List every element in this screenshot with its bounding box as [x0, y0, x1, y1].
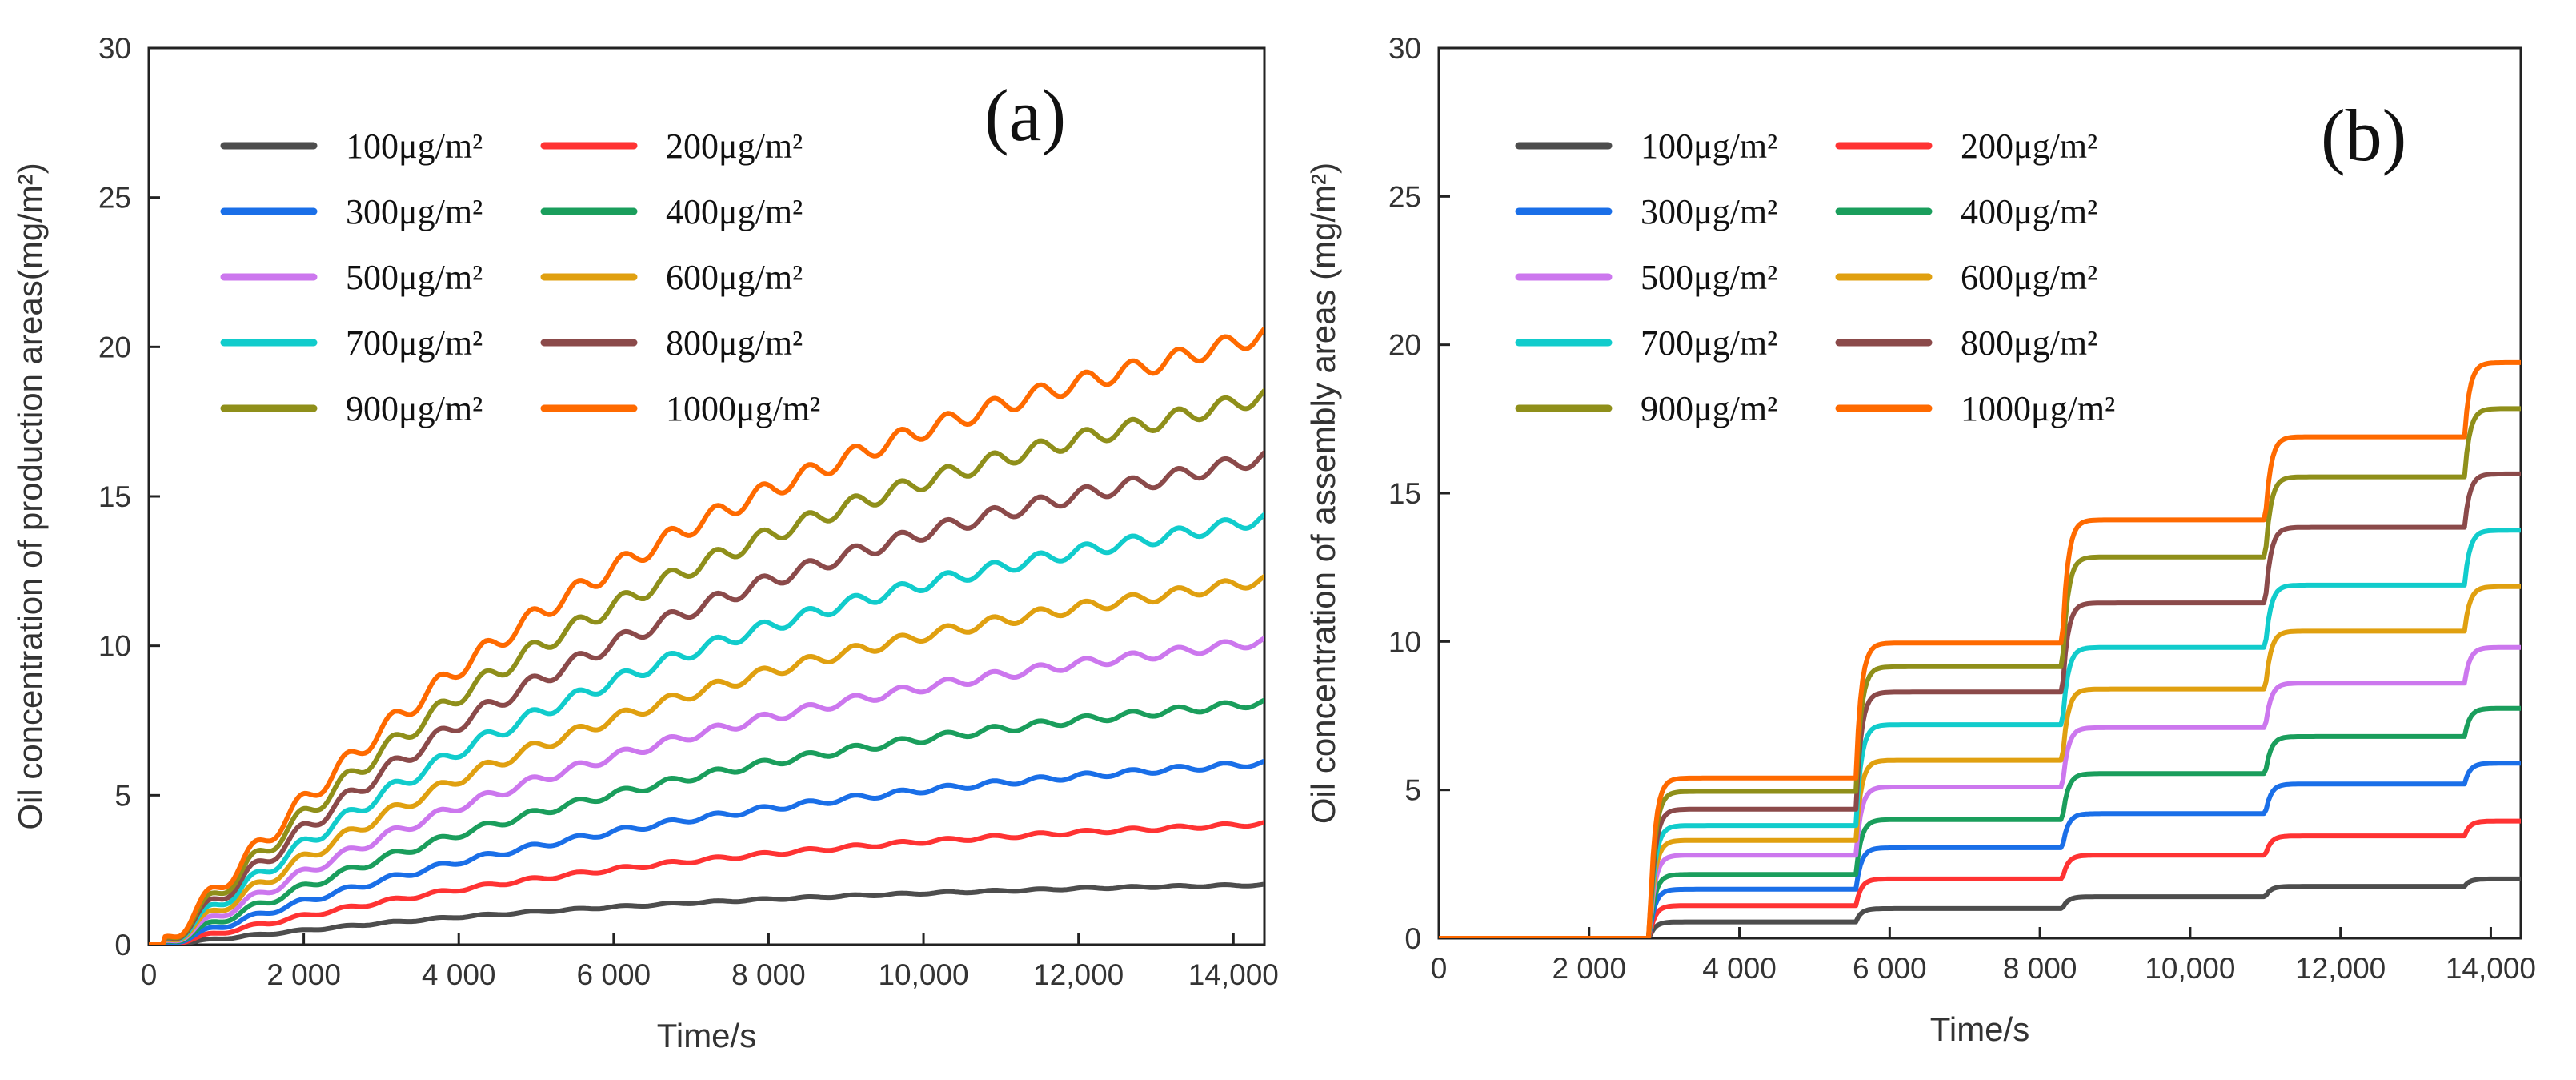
legend-label: 500μg/m² [1641, 258, 1777, 297]
legend-label: 400μg/m² [666, 192, 803, 231]
y-tick-label: 0 [114, 929, 131, 962]
y-axis-label: Oil concentration of assembly areas (mg/… [1304, 163, 1342, 824]
legend-label: 1000μg/m² [1961, 389, 2115, 428]
x-tick-label: 12,000 [1033, 958, 1124, 991]
y-tick-label: 15 [1388, 477, 1421, 510]
x-tick-label: 14,000 [1188, 958, 1279, 991]
legend-label: 800μg/m² [1961, 323, 2097, 363]
y-tick-label: 0 [1404, 922, 1421, 955]
series-line-1000μg/m² [1439, 359, 2521, 938]
y-axis-label: Oil concentration of production areas(mg… [11, 163, 49, 829]
legend-label: 900μg/m² [346, 389, 483, 428]
y-tick-label: 10 [1388, 625, 1421, 658]
x-tick-label: 2 000 [1552, 952, 1626, 985]
x-tick-label: 6 000 [577, 958, 651, 991]
panel-label: (b) [2321, 94, 2406, 176]
y-tick-label: 30 [98, 32, 131, 65]
x-tick-label: 8 000 [2003, 952, 2077, 985]
x-axis-label: Time/s [657, 1017, 756, 1054]
legend-label: 100μg/m² [346, 126, 483, 166]
legend-label: 700μg/m² [346, 323, 483, 363]
y-tick-label: 25 [98, 182, 131, 215]
y-tick-label: 20 [1388, 329, 1421, 362]
y-tick-label: 10 [98, 630, 131, 663]
series-line-800μg/m² [149, 450, 1264, 945]
x-tick-label: 10,000 [878, 958, 968, 991]
legend-label: 400μg/m² [1961, 192, 2097, 231]
y-tick-label: 25 [1388, 180, 1421, 213]
x-tick-label: 10,000 [2145, 952, 2235, 985]
legend-label: 300μg/m² [346, 192, 483, 231]
axes-frame [1437, 46, 2522, 940]
legend: 100μg/m² 200μg/m² 300μg/m² 400μg/m² 500μg/m²… [1515, 126, 2115, 428]
series-line-400μg/m² [149, 697, 1264, 945]
chart-panel-b: 0 2 000 4 000 6 000 8 000 10,000 12,000 14,000 0… [1304, 32, 2536, 1048]
x-tick-label: 0 [1431, 952, 1448, 985]
series-line-900μg/m² [149, 387, 1264, 945]
legend: 100μg/m² 200μg/m² 300μg/m² 400μg/m² 500μg/m²… [220, 126, 820, 428]
series-line-700μg/m² [1439, 528, 2521, 938]
legend-label: 600μg/m² [1961, 258, 2097, 297]
panel-label: (a) [984, 74, 1066, 156]
series-line-500μg/m² [1439, 644, 2521, 938]
series-line-900μg/m² [1439, 406, 2521, 938]
legend-label: 100μg/m² [1641, 126, 1777, 166]
series-line-100μg/m² [1439, 876, 2521, 938]
legend-label: 1000μg/m² [666, 389, 820, 428]
series-line-700μg/m² [149, 512, 1264, 945]
legend-label: 500μg/m² [346, 258, 483, 297]
series-line-300μg/m² [149, 758, 1264, 945]
series-line-600μg/m² [149, 573, 1264, 945]
x-tick-label: 6 000 [1853, 952, 1927, 985]
series-line-300μg/m² [1439, 761, 2521, 938]
series-line-600μg/m² [1439, 584, 2521, 938]
legend-label: 300μg/m² [1641, 192, 1777, 231]
series-line-200μg/m² [149, 820, 1264, 945]
legend-label: 900μg/m² [1641, 389, 1777, 428]
x-tick-label: 4 000 [1702, 952, 1777, 985]
legend-label: 200μg/m² [666, 126, 803, 166]
y-tick-label: 15 [98, 480, 131, 513]
y-tick-label: 5 [114, 779, 131, 812]
x-tick-label: 4 000 [422, 958, 496, 991]
series-line-1000μg/m² [149, 326, 1264, 945]
legend-label: 700μg/m² [1641, 323, 1777, 363]
y-tick-label: 20 [98, 331, 131, 363]
series-group [149, 326, 1264, 945]
series-group [1439, 359, 2521, 938]
legend-label: 800μg/m² [666, 323, 803, 363]
y-tick-label: 5 [1404, 774, 1421, 807]
legend-label: 600μg/m² [666, 258, 803, 297]
y-tick-label: 30 [1388, 32, 1421, 65]
x-axis-label: Time/s [1930, 1010, 2029, 1048]
series-line-500μg/m² [149, 636, 1264, 945]
legend-label: 200μg/m² [1961, 126, 2097, 166]
series-line-800μg/m² [1439, 471, 2521, 938]
x-tick-label: 8 000 [731, 958, 806, 991]
series-line-200μg/m² [1439, 818, 2521, 938]
chart-panel-a: 0 2 000 4 000 6 000 8 000 10,000 12,000 14,000 0… [11, 32, 1279, 1054]
x-tick-label: 14,000 [2446, 952, 2536, 985]
series-line-400μg/m² [1439, 705, 2521, 938]
x-tick-label: 12,000 [2295, 952, 2386, 985]
x-tick-label: 0 [141, 958, 158, 991]
series-line-100μg/m² [149, 881, 1264, 945]
x-tick-label: 2 000 [266, 958, 341, 991]
